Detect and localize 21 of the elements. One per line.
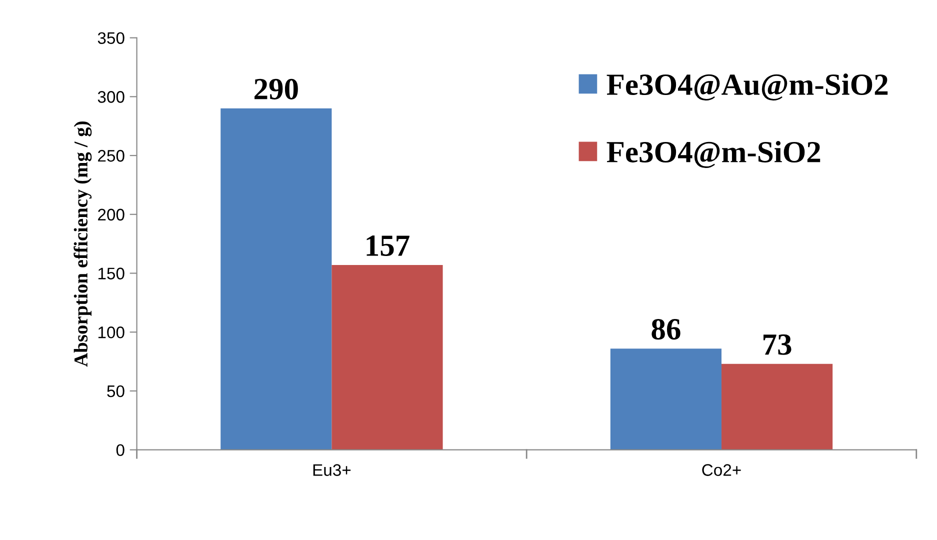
legend-label: Fe3O4@m-SiO2 xyxy=(606,140,820,168)
y-tick-label: 50 xyxy=(107,385,124,398)
y-tick-label: 0 xyxy=(116,444,124,456)
data-label: 73 xyxy=(764,334,792,355)
bar xyxy=(610,348,722,450)
data-label: 157 xyxy=(366,236,410,256)
y-axis-title: Absorption efficiency (mg / g) xyxy=(74,122,92,367)
bar xyxy=(721,364,833,450)
y-tick-label: 250 xyxy=(98,150,124,162)
data-label: 86 xyxy=(652,318,680,340)
y-tick-label: 300 xyxy=(98,91,124,103)
x-tick-label: Eu3+ xyxy=(313,464,351,476)
y-tick-label: 350 xyxy=(98,32,124,44)
legend-label: Fe3O4@Au@m-SiO2 xyxy=(606,74,888,101)
data-label: 290 xyxy=(254,78,298,100)
y-tick-label: 100 xyxy=(98,326,124,338)
bar xyxy=(332,265,443,450)
y-tick-label: 150 xyxy=(98,268,124,280)
x-tick-label: Co2+ xyxy=(702,464,741,476)
y-tick-label: 200 xyxy=(98,208,124,221)
bar xyxy=(220,108,332,450)
